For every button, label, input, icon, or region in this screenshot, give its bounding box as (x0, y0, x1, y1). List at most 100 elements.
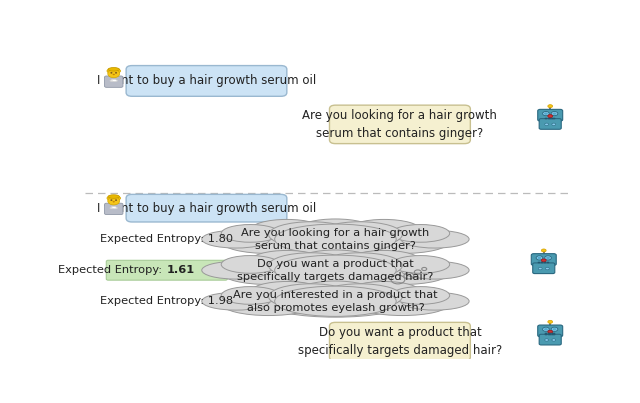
Circle shape (548, 114, 552, 118)
Ellipse shape (202, 231, 270, 248)
Ellipse shape (269, 253, 354, 278)
Ellipse shape (317, 222, 403, 247)
Ellipse shape (108, 70, 120, 78)
Ellipse shape (391, 256, 450, 273)
Ellipse shape (221, 224, 280, 242)
Text: I want to buy a hair growth serum oil: I want to buy a hair growth serum oil (97, 75, 316, 87)
FancyBboxPatch shape (545, 118, 547, 119)
Ellipse shape (356, 262, 449, 285)
Circle shape (545, 256, 552, 260)
Ellipse shape (110, 72, 113, 73)
Circle shape (538, 257, 541, 259)
Ellipse shape (269, 222, 354, 247)
FancyBboxPatch shape (126, 66, 287, 96)
Ellipse shape (115, 199, 117, 201)
Wedge shape (109, 79, 116, 81)
Ellipse shape (107, 68, 120, 74)
Ellipse shape (348, 219, 420, 240)
Text: Do you want a product that
specifically targets damaged hair?: Do you want a product that specifically … (237, 259, 434, 282)
Text: Expected Entropy: 1.98: Expected Entropy: 1.98 (100, 296, 234, 306)
Circle shape (543, 112, 549, 116)
Ellipse shape (391, 224, 450, 242)
FancyBboxPatch shape (550, 118, 552, 119)
Ellipse shape (299, 250, 372, 270)
Wedge shape (109, 207, 116, 209)
Circle shape (544, 328, 548, 330)
Ellipse shape (299, 219, 372, 239)
Ellipse shape (107, 195, 120, 201)
Circle shape (551, 112, 558, 116)
Ellipse shape (269, 291, 403, 317)
Circle shape (552, 339, 556, 341)
Ellipse shape (108, 68, 120, 71)
Text: Expected Entropy: 1.80: Expected Entropy: 1.80 (100, 234, 234, 244)
Ellipse shape (391, 287, 450, 304)
Ellipse shape (108, 195, 120, 198)
FancyBboxPatch shape (104, 76, 123, 87)
Ellipse shape (221, 287, 280, 304)
Ellipse shape (348, 281, 420, 302)
Ellipse shape (317, 284, 403, 310)
Text: Are you looking for a hair growth
serum that contains ginger?: Are you looking for a hair growth serum … (303, 109, 497, 139)
FancyBboxPatch shape (545, 333, 547, 334)
FancyBboxPatch shape (548, 118, 550, 119)
Wedge shape (111, 79, 118, 81)
Text: Expected Entropy:: Expected Entropy: (58, 265, 166, 275)
Circle shape (543, 327, 549, 331)
FancyBboxPatch shape (126, 194, 287, 222)
Ellipse shape (108, 197, 120, 205)
Ellipse shape (223, 293, 315, 316)
Ellipse shape (250, 281, 323, 302)
Ellipse shape (250, 250, 323, 271)
FancyBboxPatch shape (106, 260, 227, 280)
FancyBboxPatch shape (104, 203, 123, 214)
Circle shape (545, 123, 548, 125)
FancyBboxPatch shape (532, 263, 555, 274)
Text: Are you looking for a hair growth
serum that contains ginger?: Are you looking for a hair growth serum … (241, 228, 429, 251)
Ellipse shape (223, 262, 315, 285)
FancyBboxPatch shape (539, 118, 561, 129)
Ellipse shape (223, 231, 315, 253)
Ellipse shape (299, 281, 372, 301)
Ellipse shape (113, 74, 115, 75)
Wedge shape (111, 207, 118, 209)
Circle shape (545, 268, 549, 270)
Ellipse shape (275, 255, 396, 285)
FancyBboxPatch shape (539, 334, 561, 345)
Text: I want to buy a hair growth serum oil: I want to buy a hair growth serum oil (97, 202, 316, 215)
Ellipse shape (115, 72, 117, 73)
Circle shape (548, 320, 552, 323)
Ellipse shape (356, 231, 449, 253)
FancyBboxPatch shape (531, 253, 556, 266)
Ellipse shape (275, 286, 396, 316)
Ellipse shape (202, 262, 270, 279)
FancyBboxPatch shape (548, 333, 550, 334)
FancyBboxPatch shape (554, 118, 556, 119)
Ellipse shape (269, 284, 354, 310)
Circle shape (552, 123, 556, 125)
Ellipse shape (110, 199, 113, 201)
Ellipse shape (269, 229, 403, 255)
Ellipse shape (317, 253, 403, 278)
Ellipse shape (401, 231, 469, 248)
FancyBboxPatch shape (538, 109, 563, 121)
Circle shape (552, 328, 556, 330)
Text: Do you want a product that
specifically targets damaged hair?: Do you want a product that specifically … (298, 326, 502, 357)
Circle shape (538, 268, 542, 270)
Circle shape (536, 256, 543, 260)
FancyBboxPatch shape (330, 322, 470, 361)
FancyBboxPatch shape (544, 262, 546, 263)
Circle shape (541, 249, 546, 252)
FancyBboxPatch shape (541, 262, 543, 263)
Ellipse shape (348, 250, 420, 271)
Ellipse shape (401, 293, 469, 310)
Ellipse shape (275, 224, 396, 254)
Circle shape (552, 112, 556, 115)
FancyBboxPatch shape (538, 262, 540, 263)
Circle shape (541, 259, 546, 262)
Ellipse shape (221, 256, 280, 273)
FancyBboxPatch shape (538, 325, 563, 337)
Ellipse shape (269, 260, 403, 286)
Circle shape (548, 330, 552, 333)
Text: Are you interested in a product that
also promotes eyelash growth?: Are you interested in a product that als… (233, 290, 438, 313)
